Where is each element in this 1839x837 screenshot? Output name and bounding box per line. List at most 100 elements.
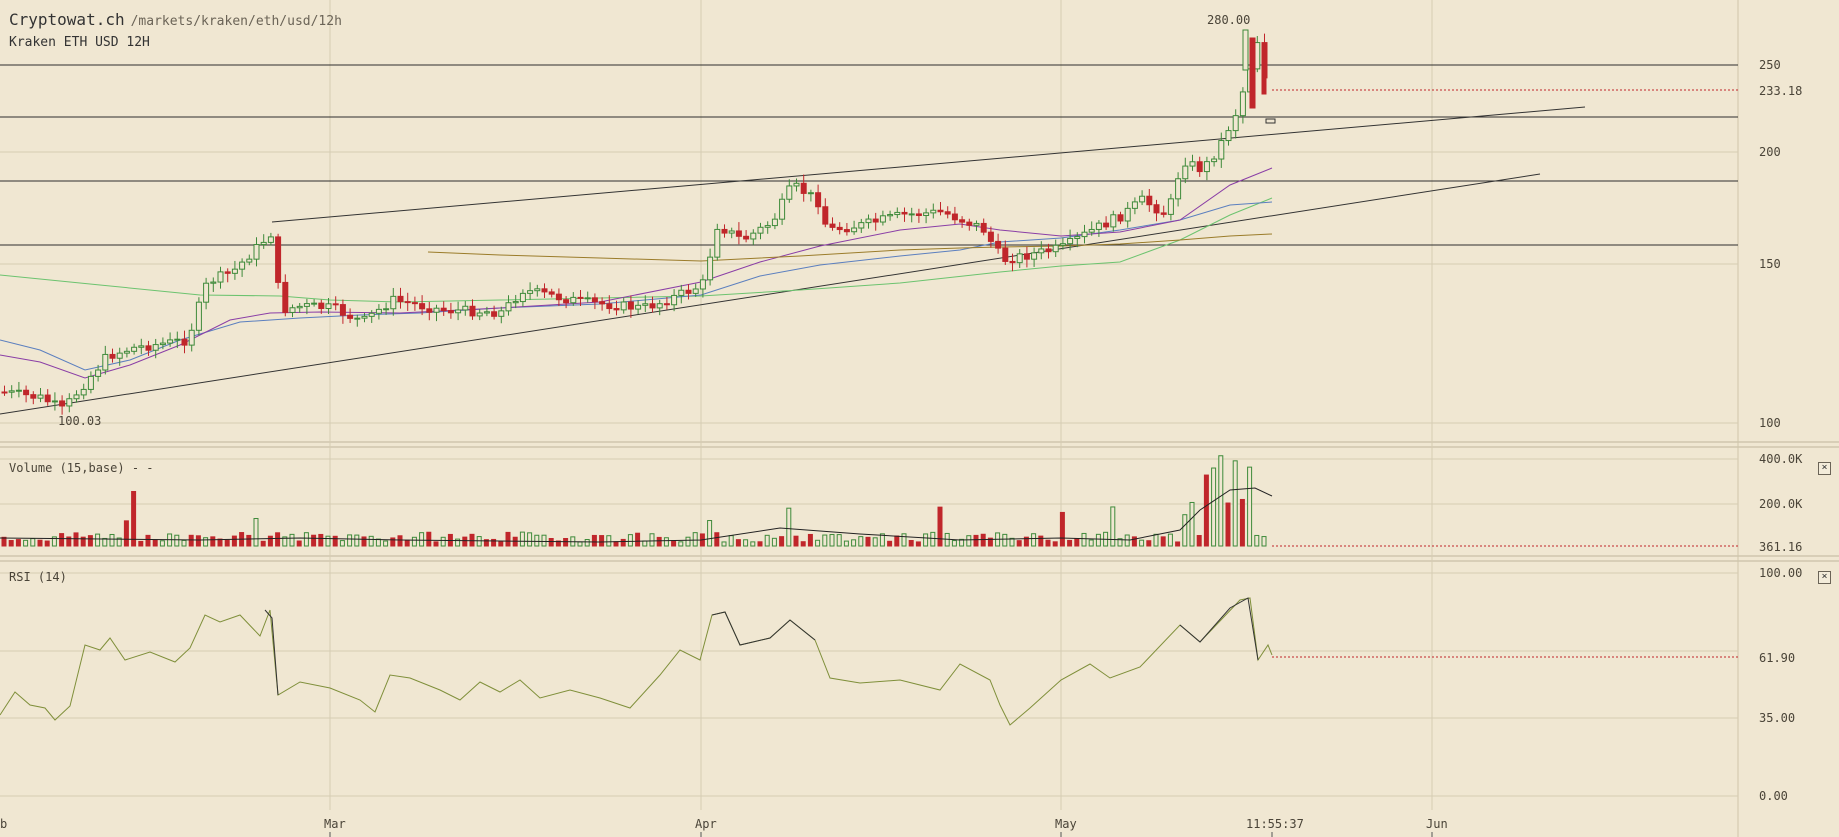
candle-body bbox=[584, 297, 591, 300]
volume-pane-close-icon[interactable]: × bbox=[1818, 462, 1831, 475]
volume-bar bbox=[231, 535, 237, 547]
candle-body bbox=[995, 240, 1002, 249]
price-marker-box bbox=[1265, 118, 1276, 124]
candle-body bbox=[318, 302, 325, 309]
volume-bar bbox=[1196, 535, 1202, 547]
volume-bar bbox=[800, 541, 806, 547]
volume-bar bbox=[174, 534, 180, 547]
volume-bar bbox=[59, 533, 65, 547]
volume-bar bbox=[642, 540, 648, 547]
volume-bar bbox=[181, 539, 187, 547]
candle-body bbox=[397, 295, 404, 303]
volume-bar bbox=[109, 533, 115, 547]
candle-body bbox=[1249, 37, 1256, 109]
volume-bar bbox=[440, 536, 446, 547]
rsi-line-dark bbox=[711, 611, 816, 646]
volume-bar bbox=[750, 541, 756, 547]
candle-body bbox=[923, 212, 930, 216]
candle-body bbox=[102, 353, 109, 371]
time-tick-label: b bbox=[0, 817, 7, 831]
trendline-lower bbox=[0, 173, 1541, 415]
candle-body bbox=[1031, 252, 1038, 260]
candle-body bbox=[872, 218, 879, 223]
volume-bar bbox=[411, 536, 417, 547]
candle-body bbox=[87, 375, 94, 390]
candle-body bbox=[591, 297, 598, 303]
candle-body bbox=[1225, 130, 1232, 142]
candle-body bbox=[901, 211, 908, 215]
candle-body bbox=[498, 310, 505, 317]
volume-bar bbox=[1095, 533, 1101, 547]
candle-body bbox=[1218, 140, 1225, 160]
volume-bar bbox=[152, 539, 158, 547]
candle-body bbox=[1131, 201, 1138, 209]
candle-body bbox=[534, 288, 541, 292]
candle-body bbox=[390, 295, 397, 310]
candle-body bbox=[368, 312, 375, 317]
candle-body bbox=[131, 346, 138, 352]
candle-body bbox=[505, 302, 512, 312]
trendline-upper bbox=[271, 106, 1586, 223]
volume-bar bbox=[289, 533, 295, 547]
volume-bar bbox=[685, 536, 691, 547]
current-price-label: 233.18 bbox=[1759, 84, 1802, 98]
candle-body bbox=[692, 288, 699, 294]
volume-bar bbox=[1247, 466, 1253, 547]
candle-body bbox=[411, 302, 418, 305]
candle-body bbox=[1242, 29, 1249, 71]
candle-body bbox=[822, 206, 829, 225]
volume-bar bbox=[1052, 541, 1058, 547]
volume-bar bbox=[1016, 540, 1022, 547]
clock-label: 11:55:37 bbox=[1246, 817, 1304, 831]
volume-bar bbox=[1160, 536, 1166, 547]
candle-body bbox=[433, 307, 440, 313]
volume-bar bbox=[390, 537, 396, 547]
volume-bar bbox=[188, 534, 194, 547]
volume-bar bbox=[102, 537, 108, 547]
volume-bar bbox=[332, 535, 338, 547]
candle-body bbox=[1110, 214, 1117, 228]
candle-body bbox=[440, 307, 447, 312]
candle-body bbox=[1045, 248, 1052, 253]
candle-body bbox=[663, 303, 670, 306]
time-tick-label: Jun bbox=[1426, 817, 1448, 831]
volume-bar bbox=[591, 534, 597, 547]
market-path: /markets/kraken/eth/usd/12h bbox=[130, 14, 342, 29]
volume-bar bbox=[649, 533, 655, 547]
candle-body bbox=[303, 303, 310, 307]
candle-body bbox=[1196, 161, 1203, 173]
volume-bar bbox=[159, 540, 165, 547]
volume-bar bbox=[1045, 539, 1051, 547]
candle-body bbox=[721, 228, 728, 234]
volume-bar bbox=[311, 534, 317, 547]
candle-body bbox=[959, 219, 966, 223]
volume-bar bbox=[361, 536, 367, 547]
high-price-label: 280.00 bbox=[1207, 13, 1250, 27]
volume-bar bbox=[1218, 455, 1224, 547]
candle-body bbox=[671, 294, 678, 306]
candle-body bbox=[145, 345, 152, 351]
volume-bar bbox=[318, 533, 324, 547]
candle-body bbox=[66, 398, 73, 407]
volume-bar bbox=[1, 536, 7, 547]
candle-body bbox=[339, 304, 346, 316]
candle-body bbox=[1103, 222, 1110, 228]
rsi-pane-label: RSI (14) bbox=[9, 570, 67, 584]
volume-bar bbox=[282, 536, 288, 547]
price-tick-label: 100 bbox=[1759, 416, 1781, 430]
volume-bar bbox=[498, 541, 504, 547]
brand-name[interactable]: Cryptowat.ch bbox=[9, 10, 125, 29]
candle-body bbox=[231, 268, 238, 274]
candle-body bbox=[51, 400, 58, 403]
volume-bar bbox=[455, 538, 461, 547]
rsi-line-dark bbox=[264, 609, 279, 696]
volume-bar bbox=[1131, 536, 1137, 547]
candle-body bbox=[1002, 247, 1009, 262]
candle-body bbox=[937, 209, 944, 213]
rsi-pane-close-icon[interactable]: × bbox=[1818, 571, 1831, 584]
volume-bar bbox=[210, 536, 216, 547]
volume-bar bbox=[66, 536, 72, 547]
volume-bar bbox=[786, 507, 792, 547]
